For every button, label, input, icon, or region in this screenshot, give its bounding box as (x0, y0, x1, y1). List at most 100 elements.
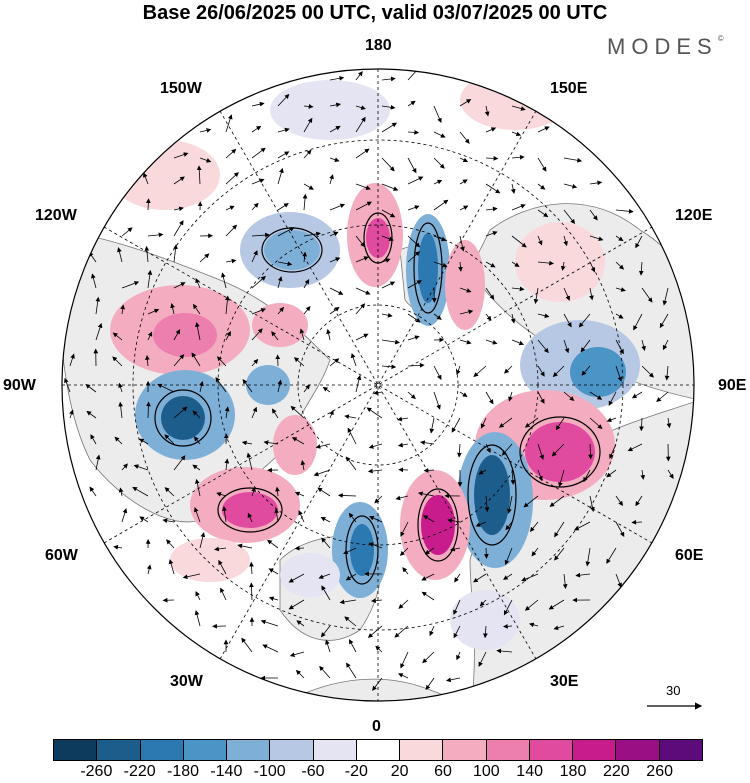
wind-vector (64, 377, 71, 393)
wind-vector (400, 521, 409, 537)
wind-vector (291, 437, 305, 445)
wind-vector (237, 543, 253, 549)
wind-vector (662, 287, 669, 306)
wind-vector (147, 331, 153, 341)
wind-vector (220, 587, 227, 601)
wind-vector (485, 287, 495, 300)
wind-vector (381, 281, 396, 289)
wind-vector (139, 516, 149, 523)
wind-vector (317, 487, 331, 497)
wind-vector (173, 152, 189, 159)
wind-vector (615, 521, 625, 538)
wind-vector (225, 295, 230, 315)
wind-vector (355, 333, 369, 341)
wind-vector (397, 442, 409, 448)
wind-vector (168, 559, 175, 575)
map-boundary (61, 68, 695, 702)
wind-vector (552, 365, 565, 378)
colorbar (53, 739, 703, 761)
wind-vector (459, 205, 469, 211)
wind-vector (277, 93, 290, 107)
graticule (62, 69, 694, 701)
wind-vector (400, 651, 409, 669)
wind-vector (459, 287, 472, 293)
wind-vector (375, 645, 383, 653)
wind-vector (537, 339, 549, 354)
wind-vector (381, 235, 394, 242)
wind-vector (144, 245, 150, 263)
wind-vector (355, 235, 366, 248)
wind-vector (459, 157, 469, 163)
wind-vector (381, 258, 391, 263)
wind-vector (251, 202, 259, 211)
colorbar-swatch (139, 740, 183, 760)
wind-vector (321, 585, 331, 601)
wind-vector (459, 339, 472, 345)
wind-vector (501, 443, 513, 456)
wind-vector (347, 427, 357, 445)
wind-vector (225, 330, 231, 341)
wind-vector (345, 456, 357, 471)
wind-vector (299, 328, 305, 341)
wind-vector (662, 339, 669, 351)
wind-vector (641, 365, 654, 378)
wind-vector (251, 328, 263, 341)
wind-vector (85, 384, 97, 393)
wind-vector (348, 512, 357, 523)
wind-vector (355, 105, 366, 110)
wind-vector (195, 277, 201, 289)
wind-vector (498, 417, 513, 428)
wind-vector (251, 358, 259, 367)
wind-vector (157, 383, 175, 393)
wind-vector (194, 478, 201, 497)
wind-vector (511, 261, 520, 268)
wind-vector (263, 440, 279, 445)
wind-vector (303, 117, 313, 133)
wind-vector (224, 458, 230, 471)
wind-vector (381, 122, 397, 133)
wind-vector (589, 180, 603, 186)
wind-vector (537, 391, 545, 404)
wind-vector (433, 179, 443, 185)
wind-vector (458, 261, 463, 272)
colorbar-tick-label: -220 (123, 763, 156, 780)
wind-vector (537, 209, 549, 218)
wind-vector (251, 178, 265, 185)
wind-vector (485, 155, 499, 161)
wind-vector (505, 521, 513, 531)
wind-vector (367, 625, 383, 638)
wind-vector (147, 308, 160, 315)
wind-vector (510, 183, 516, 194)
wind-vector (346, 662, 357, 679)
wind-vector (146, 401, 151, 419)
wind-vector (606, 547, 617, 564)
wind-vector (329, 287, 344, 295)
wind-vector (173, 220, 184, 237)
wind-vector (214, 546, 227, 552)
wind-vector (112, 332, 123, 341)
wind-vector (473, 573, 487, 583)
wind-vector (290, 405, 305, 419)
colorbar-swatch (528, 740, 573, 760)
wind-vector (563, 183, 578, 189)
wind-vector (381, 339, 400, 345)
wind-vector (164, 434, 175, 445)
wind-vector (615, 339, 624, 355)
wind-vector (429, 417, 435, 434)
wind-vector (446, 677, 461, 683)
wind-vector (345, 573, 357, 581)
wind-vector (608, 391, 617, 406)
wind-vector (267, 539, 279, 549)
wind-vector (589, 261, 596, 273)
wind-vector (484, 495, 490, 513)
wind-vector (118, 487, 124, 497)
lon-label-0: 0 (372, 718, 381, 735)
wind-vector (615, 495, 623, 507)
wind-vector (89, 486, 97, 497)
wind-vector (531, 547, 539, 557)
wind-vector (355, 201, 373, 211)
wind-vector (222, 506, 227, 523)
wind-vector (633, 313, 643, 331)
vector-reference-value: 30 (666, 683, 681, 698)
wind-vector (277, 306, 285, 315)
